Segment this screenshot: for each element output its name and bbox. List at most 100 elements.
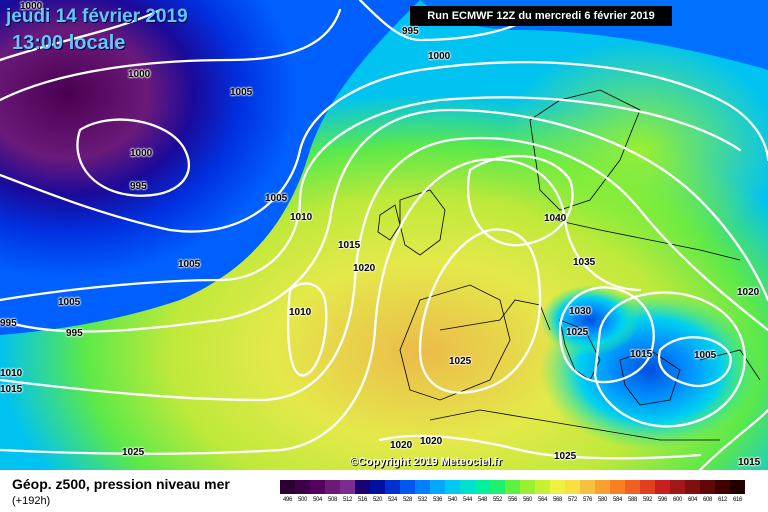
scale-label: 496 [282,497,293,503]
isobar-label: 1000 [128,69,151,80]
scale-swatch [520,480,535,494]
scale-label: 544 [462,497,473,503]
isobar-label: 1030 [569,306,592,317]
isobar-label: 1015 [0,384,23,395]
isobar-label: 1010 [289,307,312,318]
scale-swatch [550,480,565,494]
scale-swatch [505,480,520,494]
scale-label: 560 [522,497,533,503]
scale-label: 576 [582,497,593,503]
scale-label: 564 [537,497,548,503]
isobar-label: 995 [130,181,147,192]
isobar-label: 1020 [420,436,443,447]
isobar-label: 1020 [353,263,376,274]
scandinavia-field [500,40,768,260]
scale-swatch [340,480,355,494]
color-scale [280,480,745,494]
scale-label: 612 [717,497,728,503]
isobar-label: 1025 [122,447,145,458]
scale-swatch [385,480,400,494]
scale-label: 556 [507,497,518,503]
scale-label: 596 [657,497,668,503]
scale-label: 540 [447,497,458,503]
scale-swatch [655,480,670,494]
forecast-date: jeudi 14 février 2019 [6,6,188,27]
scale-swatch [700,480,715,494]
scale-swatch [310,480,325,494]
low-pressure-nw [0,0,420,335]
isobar-label: 1020 [390,440,413,451]
scale-label: 616 [732,497,743,503]
scale-label: 512 [342,497,353,503]
weather-map: jeudi 14 février 2019 13:00 locale Run E… [0,0,768,470]
legend-title: Géop. z500, pression niveau mer [12,476,230,492]
isobar-label: 1015 [338,240,361,251]
model-run-info: Run ECMWF 12Z du mercredi 6 février 2019 [410,6,672,26]
isobar-label: 995 [402,26,419,37]
isobar-label: 1005 [178,259,201,270]
scale-label: 500 [297,497,308,503]
isobar-label: 1025 [566,327,589,338]
scale-label: 552 [492,497,503,503]
isobars [0,0,768,470]
copyright-text: ©Copyright 2019 Meteociel.fr [350,456,502,468]
scale-swatch [415,480,430,494]
isobar-label: 1010 [290,212,313,223]
isobar-label: 1005 [265,193,288,204]
scale-swatch [370,480,385,494]
scale-label: 536 [432,497,443,503]
scale-label: 608 [702,497,713,503]
isobar-label: 995 [0,318,17,329]
scale-swatch [610,480,625,494]
scale-label: 580 [597,497,608,503]
scale-swatch [430,480,445,494]
scale-swatch [685,480,700,494]
isobar-label: 1005 [694,350,717,361]
scale-swatch [490,480,505,494]
isobar-label: 1000 [130,148,153,159]
geopotential-field [0,0,768,470]
scale-swatch [730,480,745,494]
isobar-label: 1040 [544,213,567,224]
legend-subtitle: (+192h) [12,495,51,507]
scale-label: 548 [477,497,488,503]
scale-label: 528 [402,497,413,503]
isobar-label: 1000 [20,1,43,12]
isobar-label: 1020 [737,287,760,298]
scale-swatch [295,480,310,494]
scale-label: 520 [372,497,383,503]
scale-swatch [595,480,610,494]
scale-swatch [580,480,595,494]
scale-swatch [565,480,580,494]
scale-label: 504 [312,497,323,503]
scale-label: 568 [552,497,563,503]
scale-label: 584 [612,497,623,503]
scale-swatch [325,480,340,494]
isobar-label: 1025 [554,451,577,462]
color-scale-labels: 496 500 504 508 512 516 520 524 528 532 536 540 544 5… [280,497,745,507]
isobar-label: 1010 [0,368,23,379]
isobar-label: 1025 [449,356,472,367]
scale-label: 508 [327,497,338,503]
coastlines [377,89,761,441]
isobar-label: 1000 [428,51,451,62]
isobar-label: 1005 [230,87,253,98]
isobar-label: 995 [66,328,83,339]
scale-swatch [280,480,295,494]
isobar-label: 1005 [58,297,81,308]
isobar-label: 1015 [738,457,761,468]
low-pressure-italy [540,285,640,355]
scale-label: 516 [357,497,368,503]
scale-label: 588 [627,497,638,503]
scale-swatch [400,480,415,494]
scale-swatch [670,480,685,494]
scale-swatch [460,480,475,494]
scale-label: 600 [672,497,683,503]
scale-swatch [355,480,370,494]
scale-label: 532 [417,497,428,503]
scale-label: 592 [642,497,653,503]
scale-label: 524 [387,497,398,503]
scale-swatch [715,480,730,494]
forecast-local-time: 13:00 locale [12,32,126,54]
isobar-label: 1035 [573,257,596,268]
